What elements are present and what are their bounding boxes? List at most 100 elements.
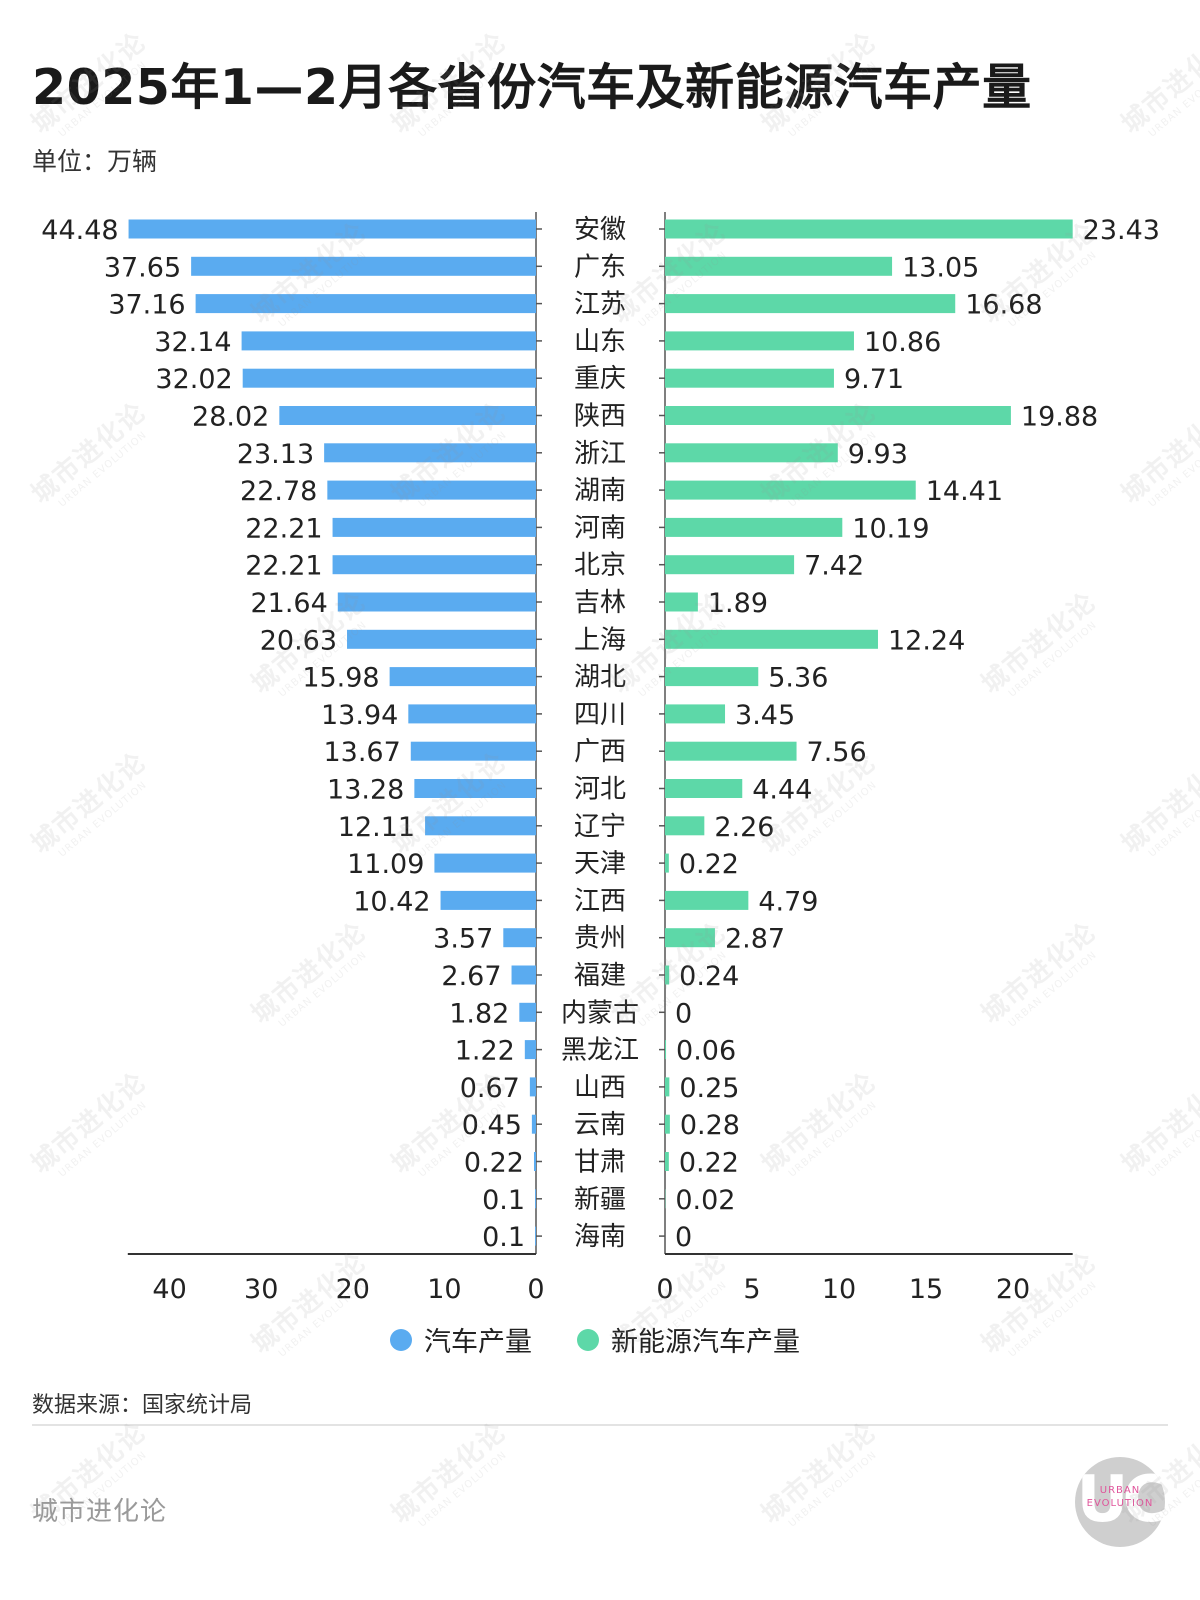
bar-nev-production — [665, 928, 715, 948]
bar-car-production — [241, 331, 536, 351]
category-label: 江苏 — [574, 290, 626, 320]
logo-mark: UC — [1076, 1463, 1165, 1537]
watermark-text-cn: 城市进化论 — [755, 1416, 883, 1530]
bar-nev-production — [665, 256, 893, 276]
bar-nev-production — [665, 294, 956, 314]
bar-car-production — [503, 928, 536, 948]
bar-nev-production — [665, 592, 698, 612]
bar-nev-production — [665, 331, 854, 351]
bar-nev-production — [665, 1114, 670, 1134]
data-label-nev: 0.28 — [680, 1110, 740, 1141]
category-label: 广西 — [574, 737, 626, 767]
data-label-car: 11.09 — [347, 849, 424, 880]
data-label-nev: 1.89 — [708, 588, 768, 619]
data-label-nev: 16.68 — [965, 290, 1042, 321]
bar-car-production — [440, 890, 536, 910]
data-label-nev: 2.26 — [714, 812, 774, 843]
bar-car-production — [535, 1226, 536, 1246]
data-label-nev: 0.06 — [676, 1036, 736, 1067]
data-label-nev: 4.44 — [752, 775, 812, 806]
data-label-car: 0.1 — [482, 1222, 525, 1253]
data-label-car: 15.98 — [302, 663, 379, 694]
bar-car-production — [414, 779, 536, 798]
right-axis-tick-label: 20 — [996, 1274, 1030, 1300]
legend-swatch-car — [390, 1328, 412, 1351]
data-label-car: 2.67 — [441, 961, 501, 992]
left-axis-tick-label: 10 — [427, 1274, 461, 1300]
bar-car-production — [195, 294, 537, 314]
category-label: 上海 — [574, 625, 626, 655]
category-label: 湖南 — [574, 476, 626, 506]
bar-nev-production — [665, 1077, 670, 1097]
category-label: 河南 — [574, 513, 626, 543]
bar-car-production — [524, 1040, 536, 1060]
bar-nev-production — [665, 816, 705, 836]
category-label: 辽宁 — [574, 812, 626, 842]
category-label: 甘肃 — [574, 1148, 626, 1178]
data-label-nev: 10.86 — [864, 327, 941, 358]
left-axis-tick-label: 30 — [244, 1274, 278, 1300]
data-label-nev: 12.24 — [888, 625, 965, 656]
data-label-car: 37.16 — [108, 290, 185, 321]
category-label: 重庆 — [574, 364, 626, 394]
butterfly-bar-chart: 安徽 44.48 23.43 广东 37.65 13.05 江苏 37.16 16.68 山东 32… — [41, 212, 1160, 1300]
logo-text-1: URBAN — [1099, 1485, 1141, 1496]
bar-car-production — [327, 480, 536, 500]
data-label-nev: 0.02 — [675, 1185, 735, 1216]
data-label-nev: 0.22 — [679, 1148, 739, 1179]
data-label-nev: 3.45 — [735, 700, 795, 731]
data-label-nev: 0.22 — [679, 849, 739, 880]
category-label: 内蒙古 — [561, 998, 639, 1028]
bar-car-production — [279, 406, 536, 425]
data-label-nev: 7.42 — [804, 551, 864, 582]
bar-car-production — [535, 1189, 536, 1209]
legend-swatch-nev — [577, 1328, 599, 1351]
category-label: 安徽 — [574, 215, 626, 245]
left-axis-tick-label: 40 — [152, 1274, 186, 1300]
data-label-nev: 2.87 — [725, 924, 785, 955]
bar-car-production — [332, 555, 536, 575]
data-label-nev: 0.24 — [679, 961, 739, 992]
brand-name: 城市进化论 — [32, 1497, 168, 1527]
legend-label-nev: 新能源汽车产量 — [611, 1327, 800, 1358]
data-label-car: 23.13 — [237, 439, 314, 470]
unit-label: 单位：万辆 — [32, 147, 158, 176]
category-label: 吉林 — [574, 588, 626, 618]
bar-car-production — [347, 629, 536, 649]
data-label-car: 21.64 — [250, 588, 327, 619]
category-label: 云南 — [574, 1110, 626, 1140]
watermark-text-cn: 城市进化论 — [385, 1416, 513, 1530]
category-label: 河北 — [574, 775, 626, 805]
legend: 汽车产量 新能源汽车产量 — [0, 1320, 1200, 1360]
data-label-nev: 14.41 — [926, 476, 1003, 507]
bar-car-production — [128, 219, 536, 239]
bar-nev-production — [665, 667, 759, 687]
data-label-car: 22.78 — [240, 476, 317, 507]
data-label-nev: 10.19 — [852, 513, 929, 544]
data-label-nev: 13.05 — [902, 252, 979, 283]
footer-divider — [32, 1424, 1168, 1426]
bar-nev-production — [665, 1152, 669, 1171]
bar-nev-production — [665, 219, 1073, 239]
bar-nev-production — [665, 1040, 667, 1060]
logo-text-2: EVOLUTION — [1086, 1498, 1154, 1509]
category-label: 陕西 — [574, 402, 626, 432]
bar-car-production — [191, 256, 536, 276]
category-label: 天津 — [574, 849, 626, 879]
bar-car-production — [533, 1152, 536, 1171]
bar-car-production — [531, 1114, 536, 1134]
category-label: 贵州 — [574, 924, 626, 954]
data-label-nev: 19.88 — [1021, 402, 1098, 433]
data-label-nev: 7.56 — [807, 737, 867, 768]
data-label-car: 28.02 — [192, 402, 269, 433]
bar-nev-production — [665, 704, 726, 724]
brand-logo: UC URBAN EVOLUTION — [1075, 1457, 1165, 1547]
category-label: 浙江 — [574, 439, 626, 469]
data-label-car: 1.22 — [455, 1036, 515, 1067]
legend-item-nev: 新能源汽车产量 — [577, 1320, 800, 1359]
bar-car-production — [434, 853, 536, 873]
bar-nev-production — [665, 779, 743, 798]
data-label-car: 44.48 — [41, 215, 118, 246]
data-label-car: 10.42 — [353, 886, 430, 917]
